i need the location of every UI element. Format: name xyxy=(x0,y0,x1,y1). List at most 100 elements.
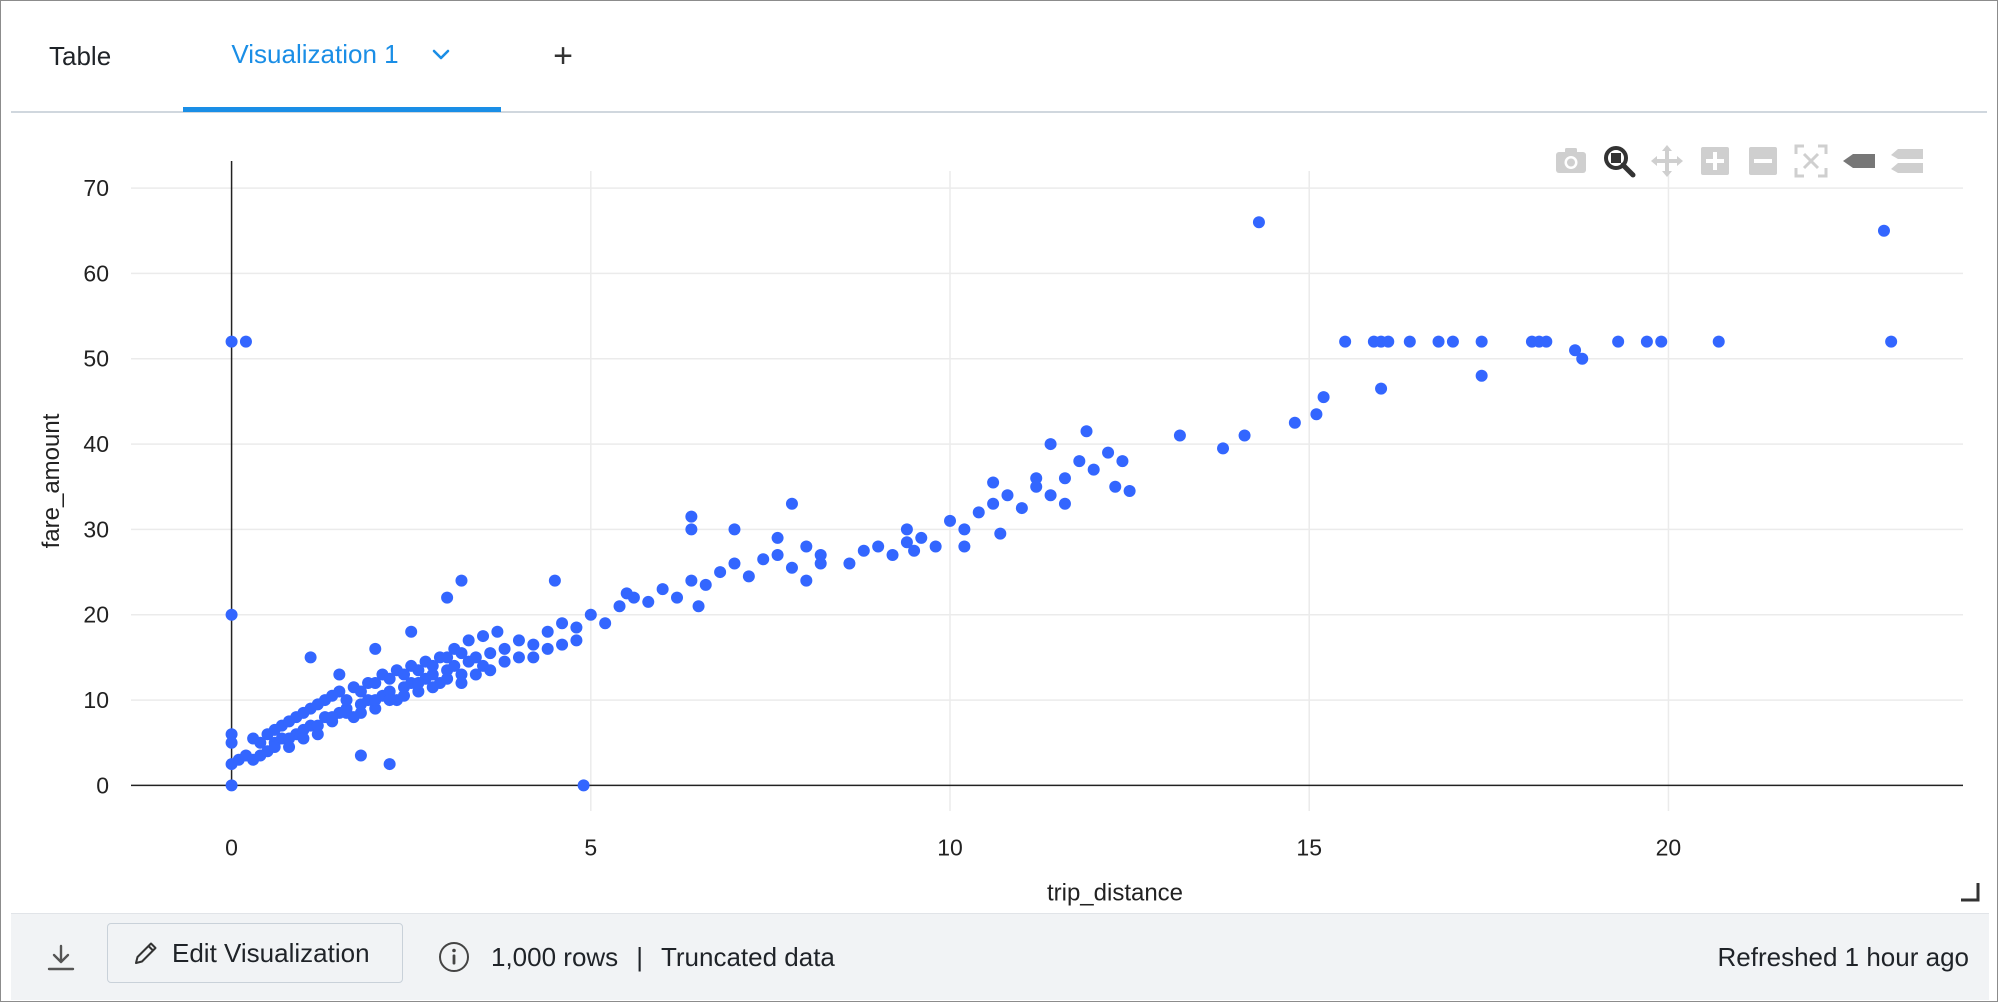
data-info: 1,000 rows | Truncated data xyxy=(437,936,835,978)
scatter-point xyxy=(958,540,971,553)
tab-bar: Table Visualization 1 + xyxy=(11,1,1987,113)
scatter-point xyxy=(642,595,655,608)
tab-table[interactable]: Table xyxy=(49,1,111,111)
scatter-point xyxy=(1123,485,1136,497)
zoom-out-icon[interactable] xyxy=(1739,141,1787,181)
autoscale-icon[interactable] xyxy=(1787,141,1835,181)
y-tick-label: 30 xyxy=(83,516,109,542)
scatter-point xyxy=(1058,472,1071,485)
scatter-point xyxy=(311,719,324,732)
scatter-point xyxy=(886,549,899,561)
scatter-point xyxy=(491,625,504,638)
scatter-point xyxy=(1640,335,1653,348)
hover-compare-icon[interactable] xyxy=(1883,141,1931,181)
scatter-point xyxy=(613,600,626,613)
chevron-down-icon[interactable] xyxy=(429,42,453,66)
scatter-point xyxy=(1080,425,1093,438)
pan-icon[interactable] xyxy=(1643,141,1691,181)
scatter-point xyxy=(785,561,798,574)
x-tick-label: 10 xyxy=(937,834,963,860)
scatter-point xyxy=(484,664,497,677)
scatter-point xyxy=(225,608,238,621)
scatter-point xyxy=(1432,335,1445,348)
zoom-icon[interactable] xyxy=(1595,141,1643,181)
scatter-point xyxy=(987,476,1000,489)
scatter-point xyxy=(1001,489,1014,502)
y-tick-label: 10 xyxy=(83,687,109,713)
edit-visualization-button[interactable]: Edit Visualization xyxy=(107,923,403,983)
scatter-point xyxy=(455,677,468,689)
scatter-point xyxy=(441,591,454,604)
download-button[interactable] xyxy=(39,936,83,980)
x-axis-title: trip_distance xyxy=(1047,879,1183,906)
scatter-point xyxy=(354,749,367,762)
resize-handle-icon[interactable] xyxy=(1959,881,1981,903)
scatter-point xyxy=(843,557,856,570)
add-tab-button[interactable]: + xyxy=(541,1,585,111)
scatter-point xyxy=(656,583,669,596)
scatter-point xyxy=(570,634,583,647)
scatter-point xyxy=(1576,352,1589,365)
scatter-point xyxy=(1885,335,1898,348)
scatter-point xyxy=(311,698,324,711)
edit-visualization-label: Edit Visualization xyxy=(172,937,370,968)
chart-svg: 0 5 10 15 20 0 10 20 30 40 50 60 70 trip_distance fare… xyxy=(38,161,1963,906)
pencil-icon xyxy=(135,942,157,964)
scatter-point xyxy=(225,779,238,792)
scatter-point xyxy=(239,335,252,348)
scatter-point xyxy=(929,540,942,553)
hover-closest-icon[interactable] xyxy=(1835,141,1883,181)
scatter-point xyxy=(620,587,633,600)
scatter-point xyxy=(785,497,798,510)
scatter-point xyxy=(1173,429,1186,442)
scatter-point xyxy=(1612,335,1625,348)
scatter-point xyxy=(326,689,339,702)
scatter-point xyxy=(441,651,454,664)
scatter-point xyxy=(469,668,482,681)
scatter-point xyxy=(1339,335,1352,348)
tab-visualization-1[interactable]: Visualization 1 xyxy=(183,1,501,112)
scatter-point xyxy=(599,617,612,630)
scatter-point xyxy=(900,536,913,549)
scatter-point xyxy=(283,715,296,728)
scatter-point xyxy=(1044,438,1057,451)
scatter-point xyxy=(383,685,396,698)
y-tick-label: 40 xyxy=(83,431,109,457)
info-icon[interactable] xyxy=(437,940,471,974)
scatter-point xyxy=(484,647,497,660)
scatter-point xyxy=(1475,335,1488,348)
scatter-point xyxy=(944,514,957,527)
download-icon xyxy=(47,944,75,971)
zoom-in-icon[interactable] xyxy=(1691,141,1739,181)
scatter-point xyxy=(455,668,468,681)
scatter-point xyxy=(1087,463,1100,476)
chart-modebar xyxy=(1547,141,1931,181)
scatter-point xyxy=(1475,369,1488,382)
scatter-point xyxy=(441,672,454,685)
scatter-point xyxy=(283,732,296,745)
scatter-point xyxy=(685,523,698,536)
scatter-point xyxy=(1015,502,1028,515)
scatter-point xyxy=(771,549,784,561)
camera-icon[interactable] xyxy=(1547,141,1595,181)
scatter-point xyxy=(1252,216,1265,229)
scatter-point xyxy=(426,659,439,672)
scatter-point xyxy=(987,497,1000,510)
scatter-point xyxy=(225,728,238,741)
scatter-point xyxy=(469,651,482,664)
scatter-point xyxy=(728,523,741,536)
y-tick-label: 70 xyxy=(83,175,109,201)
scatter-point xyxy=(412,677,425,689)
scatter-point xyxy=(915,531,928,544)
scatter-point xyxy=(426,668,439,681)
scatter-point xyxy=(477,630,490,643)
scatter-point xyxy=(1712,335,1725,348)
scatter-chart[interactable]: 0 5 10 15 20 0 10 20 30 40 50 60 70 trip_distance fare… xyxy=(1,111,1997,911)
scatter-point xyxy=(1288,416,1301,429)
scatter-point xyxy=(1217,442,1230,455)
scatter-point xyxy=(369,677,382,689)
scatter-point xyxy=(958,523,971,536)
scatter-point xyxy=(1403,335,1416,348)
scatter-point xyxy=(297,732,310,745)
scatter-point xyxy=(340,694,353,707)
